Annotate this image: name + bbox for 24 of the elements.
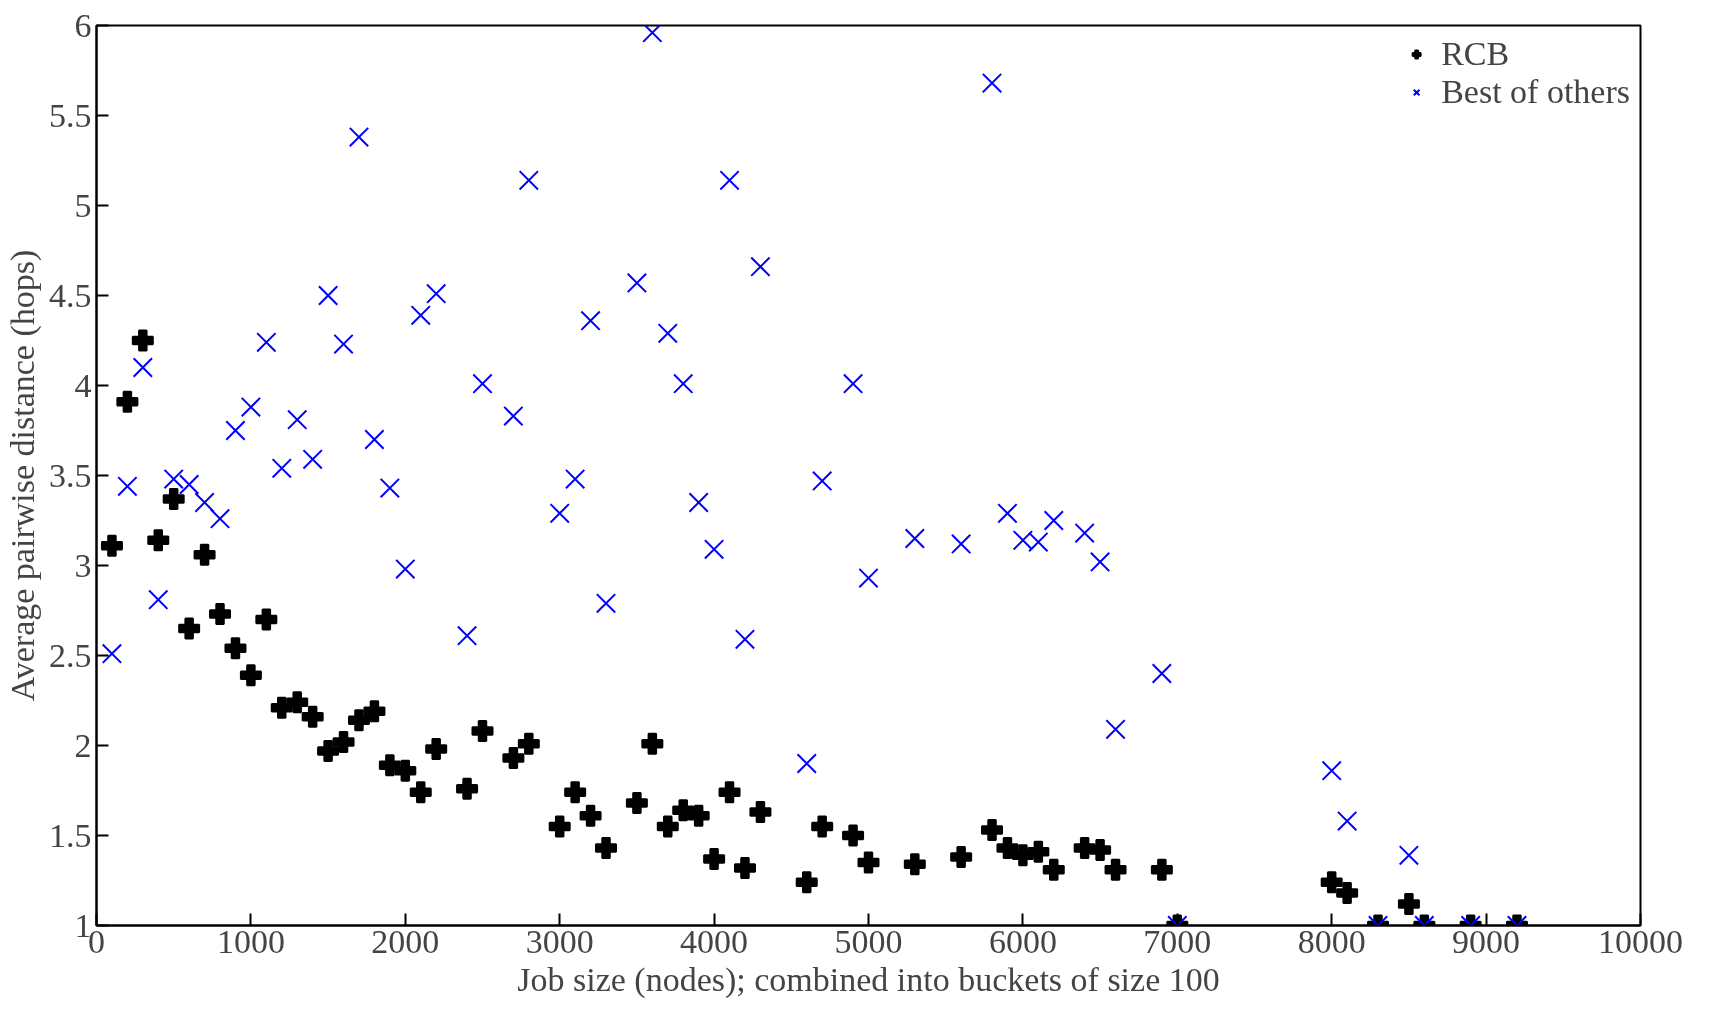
y-tick-label: 2.5 [49,636,92,674]
x-tick-label: 2000 [371,922,440,960]
x-tick-label: 9000 [1452,922,1521,960]
x-axis-title: Job size (nodes); combined into buckets of size 100 [517,960,1220,999]
y-tick-label: 5.5 [49,96,92,134]
y-tick-label: 1.5 [49,816,92,854]
legend-label: Best of others [1441,73,1630,111]
y-tick-label: 4 [74,366,92,404]
y-axis-title: Average pairwise distance (hops) [4,249,42,702]
x-tick-label: 3000 [525,922,594,960]
y-tick-label: 3 [74,546,92,584]
y-tick-label: 4.5 [49,276,92,314]
y-tick-label: 3.5 [49,456,92,494]
x-tick-label: 10000 [1598,922,1683,960]
x-tick-label: 7000 [1143,922,1212,960]
y-tick-label: 5 [74,186,92,224]
x-tick-label: 4000 [680,922,749,960]
x-tick-label: 8000 [1297,922,1366,960]
x-tick-label: 5000 [834,922,903,960]
x-tick-label: 1000 [216,922,285,960]
y-tick-label: 6 [74,6,92,44]
y-tick-label: 2 [74,726,92,764]
x-tick-label: 6000 [988,922,1057,960]
legend-label: RCB [1441,35,1510,73]
